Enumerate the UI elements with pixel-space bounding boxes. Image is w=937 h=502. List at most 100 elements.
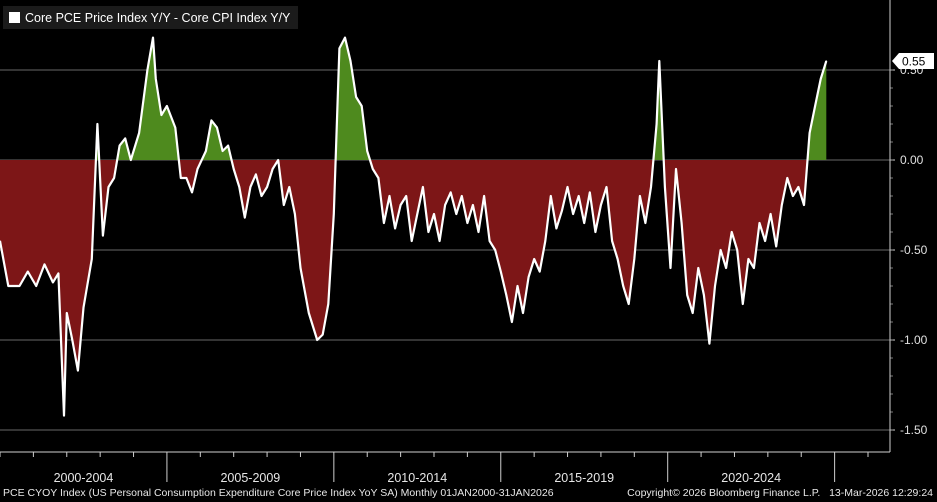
data-point (333, 213, 335, 215)
data-point (781, 204, 783, 206)
chart-legend: Core PCE Price Index Y/Y - Core CPI Inde… (3, 6, 299, 29)
data-point (455, 213, 457, 215)
data-point (617, 258, 619, 260)
data-point (138, 132, 140, 134)
data-point (160, 114, 162, 116)
data-point (433, 213, 435, 215)
data-point (628, 303, 630, 305)
data-point (658, 60, 660, 62)
data-point (113, 177, 115, 179)
data-point (266, 186, 268, 188)
data-point (714, 285, 716, 287)
data-point (427, 231, 430, 233)
data-point (477, 231, 480, 233)
data-point (583, 222, 585, 224)
data-point (35, 285, 37, 287)
data-point (152, 37, 154, 39)
data-point (742, 303, 744, 305)
x-period-label: 2000-2004 (54, 471, 114, 485)
data-point (736, 249, 738, 251)
data-point (130, 159, 132, 161)
data-point (611, 240, 613, 242)
data-point (489, 240, 491, 242)
data-point (466, 222, 468, 224)
data-point (681, 222, 683, 224)
data-point (27, 271, 29, 273)
data-point (249, 186, 251, 188)
data-point (405, 195, 407, 197)
data-point (803, 204, 805, 206)
data-point (107, 186, 110, 188)
data-point (605, 186, 608, 188)
last-value-box (892, 53, 934, 69)
data-point (185, 177, 187, 179)
data-point (191, 191, 193, 193)
x-period-label: 2010-2014 (387, 471, 447, 485)
data-point (308, 312, 310, 314)
data-point (494, 249, 496, 251)
data-point (550, 195, 552, 197)
data-point (416, 213, 418, 215)
data-point (555, 227, 558, 229)
data-point (511, 321, 513, 323)
data-point (244, 217, 246, 219)
data-point (572, 213, 574, 215)
x-period-label: 2020-2024 (721, 471, 781, 485)
data-point (578, 195, 580, 197)
data-point (422, 186, 424, 188)
data-point (327, 303, 329, 305)
data-point (500, 271, 502, 273)
data-point (775, 245, 777, 247)
data-point (664, 186, 666, 188)
data-point (355, 96, 357, 98)
last-value-tag: 0.55 (892, 53, 934, 69)
data-point (539, 271, 541, 273)
data-point (527, 276, 530, 278)
data-point (43, 263, 46, 265)
data-point (82, 307, 85, 309)
data-point (566, 186, 569, 188)
data-point (233, 168, 235, 170)
data-point (533, 258, 535, 260)
data-point (692, 312, 694, 314)
data-point (221, 150, 224, 152)
data-point (155, 78, 157, 80)
data-point (366, 150, 368, 152)
data-point (400, 204, 402, 206)
data-point (594, 231, 596, 233)
data-point (7, 285, 9, 287)
data-point (394, 227, 396, 229)
data-point (522, 312, 524, 314)
data-point (52, 281, 54, 283)
legend-label: Core PCE Price Index Y/Y - Core CPI Inde… (25, 10, 291, 25)
negative-area (0, 160, 827, 416)
data-point (820, 78, 822, 80)
data-point (377, 177, 379, 179)
chart-footer: PCE CYOY Index (US Personal Consumption … (0, 485, 937, 502)
data-point (174, 127, 176, 129)
data-point (63, 415, 65, 417)
data-point (814, 105, 816, 107)
data-point (372, 168, 374, 170)
data-point (146, 69, 149, 71)
plot-background (0, 0, 937, 485)
data-point (758, 222, 761, 224)
data-point (205, 150, 207, 152)
x-period-label: 2015-2019 (554, 471, 614, 485)
data-point (288, 186, 290, 188)
data-point (283, 204, 285, 206)
data-point (196, 168, 199, 170)
data-point (444, 204, 446, 206)
data-point (544, 240, 546, 242)
data-point (764, 240, 766, 242)
data-point (260, 195, 263, 197)
data-point (210, 119, 213, 121)
data-point (747, 258, 749, 260)
data-point (786, 177, 788, 179)
data-point (227, 145, 229, 147)
data-point (411, 240, 413, 242)
data-point (633, 258, 635, 260)
data-point (472, 204, 474, 206)
data-point (516, 285, 519, 287)
area-fills (0, 37, 827, 416)
